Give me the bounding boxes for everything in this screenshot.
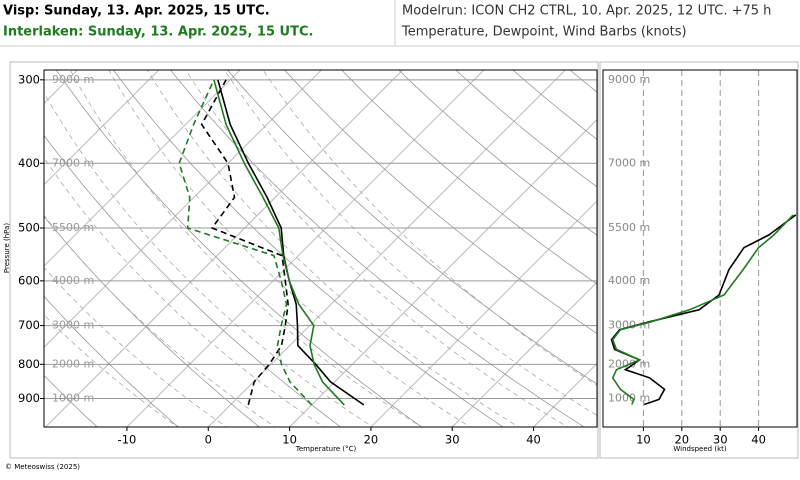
isotherm xyxy=(44,70,160,186)
isotherm xyxy=(533,362,597,427)
isotherm xyxy=(44,70,322,349)
dry-adiabat xyxy=(671,60,800,429)
isotherm xyxy=(451,281,597,427)
height-label: 1000 m xyxy=(52,391,94,404)
temperature-line xyxy=(213,79,345,406)
height-label: 9000 m xyxy=(608,73,650,86)
dry-adiabat xyxy=(44,134,342,427)
dry-adiabat xyxy=(44,374,98,427)
height-label: 7000 m xyxy=(608,156,650,169)
isotherm xyxy=(207,70,566,427)
height-label: 7000 m xyxy=(52,156,94,169)
isotherm xyxy=(370,200,597,427)
moist-adiabat xyxy=(224,70,597,416)
y-tick-label: 900 xyxy=(18,391,40,405)
isotherm xyxy=(126,70,485,427)
y-tick-label: 400 xyxy=(18,156,40,170)
isotherm xyxy=(44,70,78,105)
skewt-plot: 9000 m 7000 m 5500 m 4000 m 3000 m 2000 m 1000… xyxy=(44,60,800,429)
dry-adiabat xyxy=(512,70,597,140)
model-run: Modelrun: ICON CH2 CTRL, 10. Apr. 2025, … xyxy=(402,4,771,19)
height-label: 5500 m xyxy=(52,221,94,234)
moist-adiabat xyxy=(44,214,276,427)
station-title: Visp: Sunday, 13. Apr. 2025, 15 UTC. xyxy=(3,4,270,19)
dewpoint-line xyxy=(178,79,313,406)
x-tick-label: 20 xyxy=(674,433,689,447)
plot-frame xyxy=(602,69,798,428)
height-label: 3000 m xyxy=(52,319,94,332)
moist-adiabat xyxy=(44,266,228,427)
moist-adiabat xyxy=(108,70,471,427)
dry-adiabat xyxy=(169,70,585,427)
x-tick-label: 0 xyxy=(205,433,212,447)
x-tick-label: 10 xyxy=(636,433,651,447)
height-label: 4000 m xyxy=(608,274,650,287)
windspeed-line xyxy=(611,214,794,405)
dry-adiabat xyxy=(455,70,597,188)
subtitle: Temperature, Dewpoint, Wind Barbs (knots… xyxy=(401,25,687,40)
y-axis-label: Pressure (hPa) xyxy=(3,223,11,273)
dry-adiabat xyxy=(44,295,179,427)
station-title: Interlaken: Sunday, 13. Apr. 2025, 15 UT… xyxy=(3,25,313,40)
height-label: 9000 m xyxy=(52,73,94,86)
height-label: 3000 m xyxy=(608,319,650,332)
y-tick-label: 300 xyxy=(18,72,40,86)
isotherm xyxy=(289,118,597,427)
height-label: 1000 m xyxy=(608,391,650,404)
height-label: 5500 m xyxy=(608,221,650,234)
x-tick-label: 10 xyxy=(282,433,297,447)
isotherm xyxy=(45,70,403,427)
x-tick-label: 30 xyxy=(445,433,460,447)
x-axis-label: Windspeed (kt) xyxy=(673,445,726,453)
height-label: 2000 m xyxy=(52,357,94,370)
dry-adiabat xyxy=(112,70,504,427)
isotherm xyxy=(44,70,241,267)
panel-frame xyxy=(9,61,599,459)
footer: © Meteoswiss (2025) xyxy=(5,463,80,471)
dry-adiabat xyxy=(341,70,597,285)
plot-frame xyxy=(43,69,598,428)
dry-adiabat xyxy=(44,215,261,427)
moist-adiabat xyxy=(44,91,374,427)
y-tick-label: 800 xyxy=(18,357,40,371)
y-tick-label: 700 xyxy=(18,318,40,332)
isotherm xyxy=(615,70,800,427)
dry-adiabat xyxy=(283,70,597,335)
x-tick-label: 30 xyxy=(713,433,728,447)
axes: 300 400 500 600 700 800 900 -10 0 10 20 30 40 10 20 30 4… xyxy=(18,72,766,446)
y-tick-label: 600 xyxy=(18,273,40,287)
x-axis-label: Temperature (°C) xyxy=(295,445,357,453)
dry-adiabat xyxy=(614,60,800,429)
x-tick-label: -10 xyxy=(118,433,137,447)
x-tick-label: 40 xyxy=(751,433,766,447)
dry-adiabat xyxy=(398,70,597,236)
windspeed-line xyxy=(610,214,797,406)
y-tick-label: 500 xyxy=(18,220,40,234)
dewpoint-line xyxy=(200,79,289,406)
height-label: 4000 m xyxy=(52,274,94,287)
x-tick-label: 20 xyxy=(364,433,379,447)
moist-adiabat xyxy=(44,156,325,427)
panel-frame xyxy=(599,61,799,459)
x-tick-label: 40 xyxy=(526,433,541,447)
